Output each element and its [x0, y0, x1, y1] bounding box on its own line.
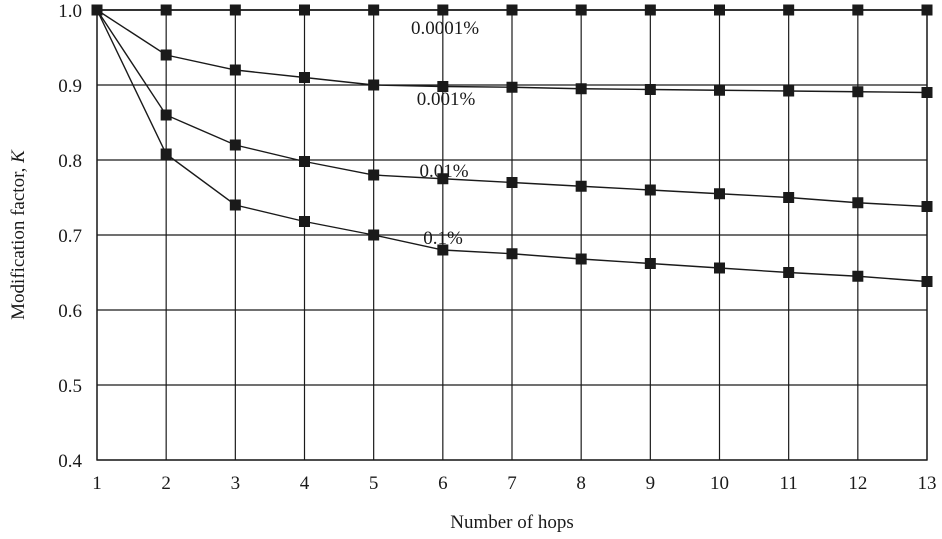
x-tick-label: 1 — [92, 473, 102, 494]
data-point-marker — [783, 267, 795, 278]
data-point-marker — [160, 4, 172, 16]
series-label: 0.01% — [419, 161, 468, 182]
data-point-marker — [160, 49, 172, 61]
y-axis-label: Modification factor, K — [8, 149, 29, 320]
x-tick-label: 10 — [710, 473, 729, 494]
series-labels: 0.0001% 0.001% 0.01% 0.1% — [411, 18, 479, 249]
y-tick-label: 0.5 — [58, 376, 82, 397]
y-tick-label: 0.9 — [58, 76, 82, 97]
data-point-marker — [437, 4, 449, 16]
data-point-marker — [229, 199, 241, 211]
data-point-marker — [229, 64, 241, 76]
data-point-marker — [714, 262, 725, 274]
x-tick-label: 11 — [780, 473, 798, 494]
data-point-marker — [299, 72, 310, 83]
data-point-marker — [506, 248, 518, 260]
x-tick-label: 3 — [231, 473, 241, 494]
x-tick-label: 7 — [507, 473, 517, 494]
data-point-marker — [783, 85, 795, 97]
data-point-marker — [575, 180, 587, 192]
data-point-marker — [437, 173, 449, 185]
data-point-marker — [368, 4, 380, 16]
data-point-marker — [299, 156, 310, 167]
data-point-marker — [644, 84, 656, 95]
data-point-marker — [852, 4, 864, 16]
data-point-marker — [921, 4, 933, 16]
data-point-marker — [575, 83, 587, 95]
data-point-marker — [852, 270, 864, 282]
data-point-marker — [783, 4, 795, 16]
data-point-marker — [299, 216, 310, 227]
data-point-marker — [714, 188, 725, 200]
data-point-marker — [921, 87, 933, 98]
data-point-marker — [160, 109, 172, 121]
data-point-marker — [852, 197, 864, 209]
x-tick-label: 6 — [438, 473, 448, 494]
data-point-marker — [714, 84, 725, 96]
data-point-marker — [852, 86, 864, 98]
grid — [96, 9, 928, 461]
x-tick-label: 9 — [646, 473, 656, 494]
x-tick-label: 5 — [369, 473, 379, 494]
y-tick-label: 1.0 — [58, 1, 82, 22]
data-point-marker — [437, 244, 449, 256]
data-point-marker — [368, 79, 380, 91]
y-tick-labels: 0.4 0.5 0.6 0.7 0.8 0.9 1.0 — [58, 1, 82, 472]
data-point-marker — [575, 4, 587, 16]
x-tick-label: 2 — [161, 473, 171, 494]
series-label: 0.001% — [417, 89, 476, 110]
x-tick-labels: 1 2 3 4 5 6 7 8 9 10 11 12 13 — [92, 473, 936, 494]
data-point-marker — [921, 276, 933, 287]
data-point-marker — [644, 4, 656, 16]
y-tick-label: 0.6 — [58, 301, 82, 322]
series-label: 0.1% — [423, 228, 463, 249]
data-point-marker — [783, 192, 795, 203]
series-group — [91, 4, 933, 287]
data-point-marker — [229, 4, 241, 16]
x-tick-label: 8 — [576, 473, 586, 494]
data-point-marker — [506, 81, 518, 93]
data-point-marker — [644, 184, 656, 196]
x-axis-label: Number of hops — [450, 512, 573, 533]
data-point-marker — [299, 4, 310, 16]
data-point-marker — [921, 201, 933, 212]
data-point-marker — [368, 229, 380, 241]
series-label: 0.0001% — [411, 18, 479, 39]
data-point-marker — [714, 4, 725, 16]
data-point-marker — [506, 4, 518, 16]
x-tick-label: 12 — [848, 473, 867, 494]
data-point-marker — [437, 81, 449, 92]
data-point-marker — [160, 148, 172, 160]
data-point-marker — [368, 169, 380, 181]
y-tick-label: 0.4 — [58, 451, 82, 472]
data-point-marker — [644, 258, 656, 269]
y-tick-label: 0.8 — [58, 151, 82, 172]
data-point-marker — [506, 177, 518, 188]
data-point-marker — [575, 253, 587, 265]
x-tick-label: 13 — [918, 473, 937, 494]
y-tick-label: 0.7 — [58, 226, 82, 247]
x-tick-label: 4 — [300, 473, 310, 494]
data-point-marker — [91, 4, 103, 16]
data-point-marker — [229, 139, 241, 151]
